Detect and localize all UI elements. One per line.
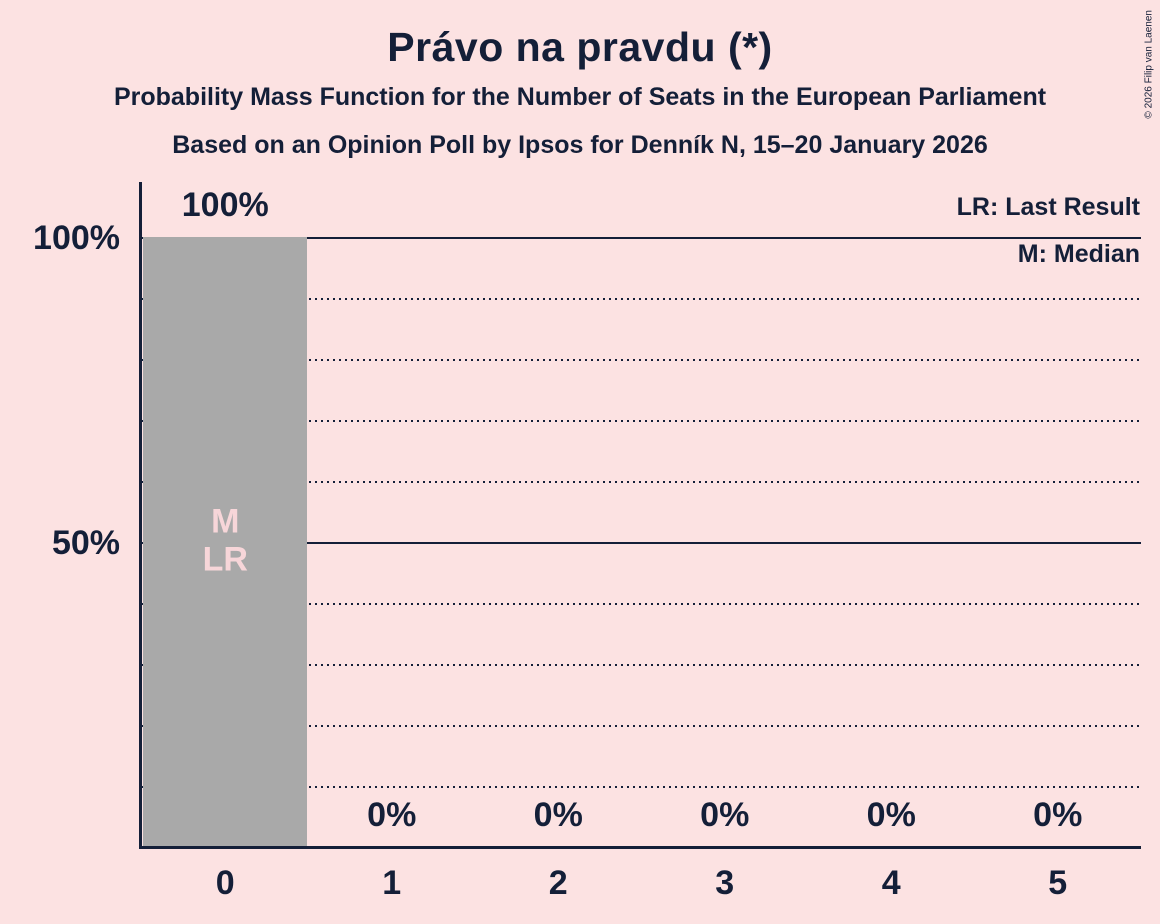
gridline-90-pct	[141, 297, 1141, 300]
plot-area: 100% M LR 0% 0% 0% 0% 0%	[139, 182, 1141, 849]
bar-cell-0: 100% M LR	[142, 182, 309, 847]
chart-header: Právo na pravdu (*) Probability Mass Fun…	[0, 0, 1160, 160]
legend-last-result: LR: Last Result	[956, 193, 1140, 221]
bar-value-label-4: 0%	[866, 796, 916, 834]
bar-value-label-2: 0%	[533, 796, 583, 834]
x-tick-label-5: 5	[1048, 864, 1068, 902]
y-axis-line	[139, 182, 142, 849]
bar-cell-1: 0%	[309, 182, 476, 847]
bars-container: 100% M LR 0% 0% 0% 0% 0%	[142, 182, 1141, 847]
x-tick-label-1: 1	[382, 864, 402, 902]
gridline-100-pct	[141, 236, 1141, 239]
x-tick-label-2: 2	[548, 864, 568, 902]
x-tick-label-0: 0	[215, 864, 235, 902]
x-tick-label-4: 4	[881, 864, 901, 902]
chart-legend: LR: Last Result M: Median	[957, 184, 1140, 278]
x-tick-label-3: 3	[715, 864, 735, 902]
bar-value-label-0: 100%	[181, 186, 269, 224]
gridline-70-pct	[141, 419, 1141, 422]
bar-cell-5: 0%	[975, 182, 1142, 847]
bar-cell-2: 0%	[475, 182, 642, 847]
gridline-40-pct	[141, 602, 1141, 605]
bar-column-0: M LR	[143, 237, 308, 847]
gridline-60-pct	[141, 480, 1141, 483]
y-tick-label-100: 100%	[33, 218, 120, 257]
bar-value-label-5: 0%	[1033, 796, 1083, 834]
bar-value-label-1: 0%	[367, 796, 417, 834]
x-axis-tick-labels: 0 1 2 3 4 5	[142, 862, 1141, 904]
subtitle-line-2: Based on an Opinion Poll by Ipsos for De…	[172, 131, 988, 159]
page-title: Právo na pravdu (*)	[387, 24, 773, 70]
gridline-50-pct	[141, 541, 1141, 544]
gridline-20-pct	[141, 724, 1141, 727]
copyright-notice: © 2026 Filip van Laenen	[1144, 10, 1155, 119]
y-tick-label-50: 50%	[51, 523, 120, 562]
gridline-10-pct	[141, 785, 1141, 788]
legend-median: M: Median	[1017, 240, 1140, 268]
x-axis-line	[139, 846, 1141, 849]
bar-cell-3: 0%	[642, 182, 809, 847]
y-axis-tick-labels: 100% 50%	[0, 0, 120, 924]
subtitle-line-1: Probability Mass Function for the Number…	[113, 83, 1047, 111]
gridline-80-pct	[141, 358, 1141, 361]
bar-value-label-3: 0%	[700, 796, 750, 834]
gridline-30-pct	[141, 663, 1141, 666]
bar-cell-4: 0%	[808, 182, 975, 847]
bar-annotation-median-lastresult: M LR	[202, 502, 248, 579]
